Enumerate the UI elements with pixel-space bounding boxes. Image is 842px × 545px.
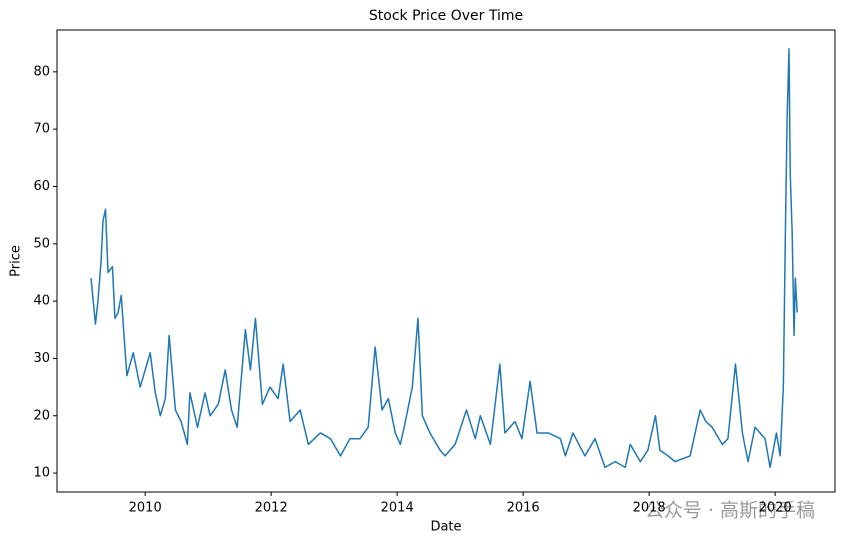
- y-tick-label: 60: [33, 179, 50, 194]
- x-tick-label: 2018: [633, 501, 666, 516]
- price-line: [90, 48, 798, 469]
- x-tick-label: 2016: [507, 501, 540, 516]
- x-axis-label: Date: [430, 520, 461, 535]
- y-tick-label: 40: [33, 294, 50, 309]
- y-tick-label: 80: [33, 64, 50, 79]
- x-tick-label: 2020: [759, 501, 792, 516]
- chart-title: Stock Price Over Time: [369, 8, 523, 24]
- y-axis-label: Price: [9, 245, 24, 277]
- watermark: 公众号 · 高斯的手稿: [645, 500, 815, 522]
- y-tick-label: 70: [33, 122, 50, 137]
- x-tick-label: 2010: [129, 501, 162, 516]
- y-tick-label: 20: [33, 408, 50, 423]
- x-tick-label: 2012: [255, 501, 288, 516]
- y-tick-label: 50: [33, 236, 50, 251]
- x-tick-label: 2014: [381, 501, 414, 516]
- plot-frame: [56, 29, 836, 493]
- y-tick-label: 30: [33, 351, 50, 366]
- y-tick-label: 10: [33, 466, 50, 481]
